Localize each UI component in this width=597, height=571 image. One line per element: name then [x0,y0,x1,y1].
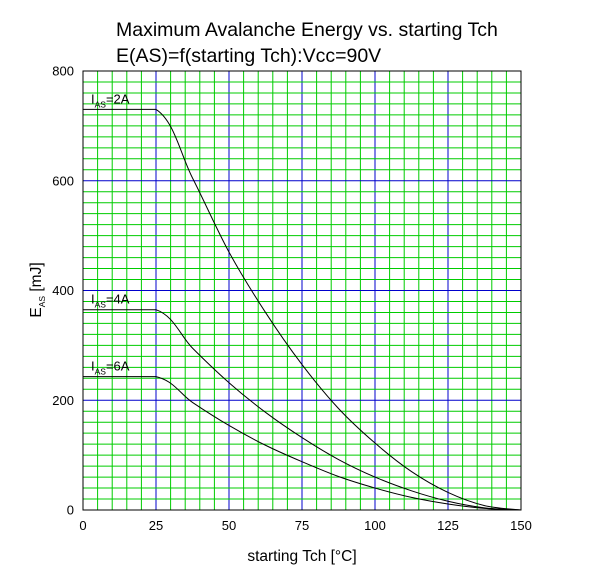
y-axis-label-sub: AS [37,296,47,308]
series-label-1: IAS=2A [91,91,130,109]
series-label-rest: =6A [106,359,130,374]
data-lines [83,108,522,511]
chart-title: Maximum Avalanche Energy vs. starting Tc… [116,19,498,41]
x-axis-label: starting Tch [°C] [247,548,356,565]
x-tick-label: 0 [79,518,86,533]
x-tick-label: 125 [437,518,459,533]
series-label-rest: =4A [106,292,130,307]
chart-subtitle: E(AS)=f(starting Tch):Vcc=90V [116,45,381,67]
y-tick-label: 200 [52,393,74,408]
x-tick-label: 25 [149,518,163,533]
series-label-2: IAS=4A [91,292,130,310]
y-tick-label: 0 [67,503,74,518]
y-axis-label: EAS [mJ] [28,262,47,317]
series-label-main: I [91,292,95,307]
series-label-3: IAS=6A [91,359,130,377]
series-label-sub: AS [95,367,107,377]
x-tick-label: 75 [295,518,309,533]
y-tick-label: 600 [52,173,74,188]
series-line-2 [83,309,522,511]
plot-frame [82,70,522,511]
y-axis-label-unit: [mJ] [28,262,45,296]
x-tick-label: 150 [510,518,532,533]
series-line-1 [83,108,522,511]
y-axis-label-main: E [28,307,45,317]
tick-labels: 0 25 50 75 100 125 150 0 200 400 600 800 [52,64,532,534]
y-tick-label: 800 [52,64,74,79]
x-tick-label: 100 [364,518,386,533]
series-label-main: I [91,359,95,374]
series-label-sub: AS [95,300,107,310]
y-tick-label: 400 [52,283,74,298]
series-label-sub: AS [95,99,107,109]
grid [83,71,521,510]
series-line-3 [83,376,522,511]
series-label-rest: =2A [106,91,130,106]
series-label-main: I [91,91,95,106]
x-tick-label: 50 [222,518,236,533]
